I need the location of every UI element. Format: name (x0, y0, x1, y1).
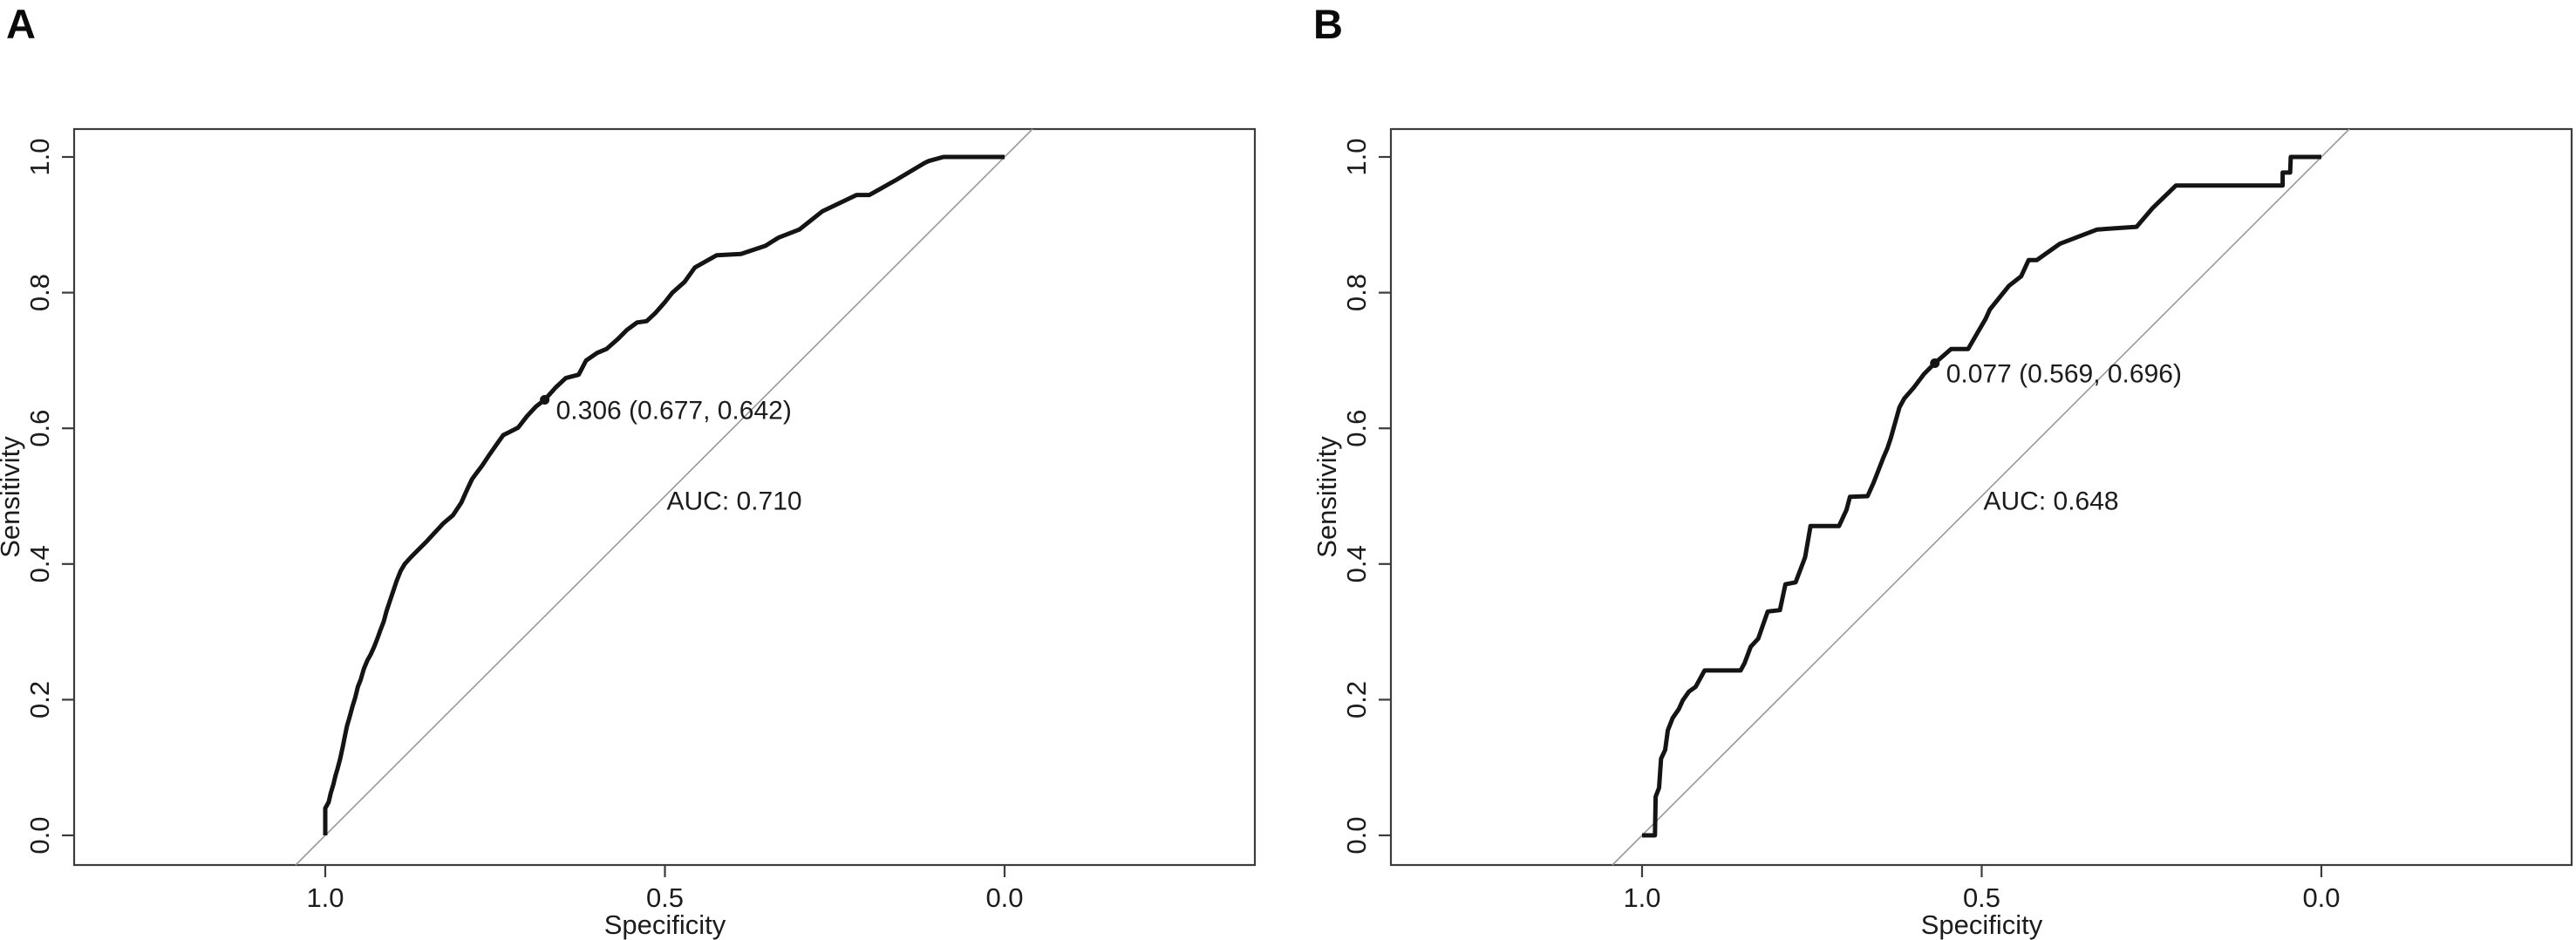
x-tick-label: 0.0 (2302, 882, 2340, 913)
x-tick-label: 0.5 (1963, 882, 2000, 913)
roc-panel-b: B 1.0 0.5 0.0 0.0 0.2 0.4 0.6 0.8 1.0 Specificity… (1288, 0, 2576, 940)
roc-chart-a: 1.0 0.5 0.0 0.0 0.2 0.4 0.6 0.8 1.0 Specificity Se… (0, 127, 1257, 940)
threshold-label: 0.077 (0.569, 0.696) (1946, 360, 2182, 389)
y-tick-label: 1.0 (1341, 138, 1372, 175)
x-axis-title: Specificity (604, 909, 726, 940)
x-tick-label: 0.0 (985, 882, 1023, 913)
y-tick-label: 0.8 (1341, 274, 1372, 311)
y-tick-label: 0.6 (24, 410, 55, 447)
y-tick-label: 0.4 (24, 545, 55, 582)
y-tick-label: 0.4 (1341, 545, 1372, 582)
roc-curve (323, 154, 1005, 835)
auc-label: AUC: 0.710 (667, 487, 802, 516)
y-tick-label: 0.2 (24, 681, 55, 719)
x-tick-label: 1.0 (306, 882, 344, 913)
y-axis-title: Sensitivity (1312, 436, 1342, 558)
x-tick-label: 1.0 (1623, 882, 1660, 913)
x-axis-title: Specificity (1921, 909, 2043, 940)
diagonal-reference-line (295, 128, 1033, 866)
panel-b-label: B (1313, 1, 1344, 47)
y-tick-label: 0.0 (1341, 816, 1372, 854)
roc-panel-a: A 1.0 0.5 0.0 0.0 0.2 0.4 0.6 0.8 1.0 Specificity… (0, 1, 1257, 940)
y-tick-label: 0.0 (24, 816, 55, 854)
y-tick-label: 1.0 (24, 138, 55, 175)
roc-chart-b: 1.0 0.5 0.0 0.0 0.2 0.4 0.6 0.8 1.0 Specificity Se… (1312, 127, 2573, 940)
y-tick-label: 0.6 (1341, 410, 1372, 447)
y-tick-label: 0.8 (24, 274, 55, 311)
auc-label: AUC: 0.648 (1984, 487, 2119, 516)
panel-a-label: A (6, 1, 37, 47)
threshold-point (540, 395, 550, 405)
threshold-label: 0.306 (0.677, 0.642) (556, 397, 792, 426)
y-axis-title: Sensitivity (0, 436, 25, 558)
y-tick-label: 0.2 (1341, 681, 1372, 719)
diagonal-reference-line (1612, 128, 2350, 866)
x-tick-label: 0.5 (646, 882, 684, 913)
threshold-point (1930, 358, 1940, 369)
roc-curve (1642, 154, 2321, 838)
